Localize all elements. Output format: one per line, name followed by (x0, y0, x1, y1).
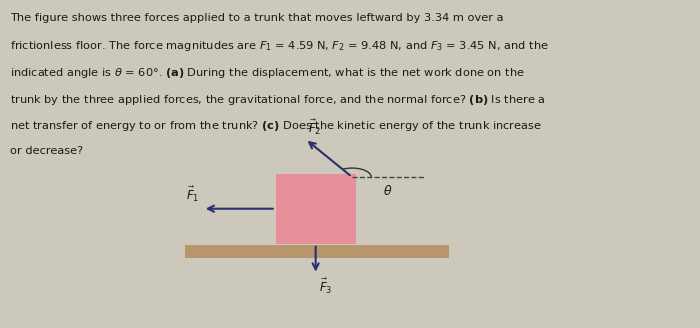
Text: indicated angle is $\theta$ = 60°. $\mathbf{(a)}$ During the displacement, what : indicated angle is $\theta$ = 60°. $\mat… (10, 66, 524, 80)
Text: $\vec{F}_3$: $\vec{F}_3$ (319, 277, 332, 296)
Text: frictionless floor. The force magnitudes are $F_1$ = 4.59 N, $F_2$ = 9.48 N, and: frictionless floor. The force magnitudes… (10, 39, 548, 53)
Text: The figure shows three forces applied to a trunk that moves leftward by 3.34 m o: The figure shows three forces applied to… (10, 13, 503, 23)
Text: net transfer of energy to or from the trunk? $\mathbf{(c)}$ Does the kinetic ene: net transfer of energy to or from the tr… (10, 119, 542, 133)
Text: $\vec{F}_2$: $\vec{F}_2$ (308, 118, 321, 137)
Text: trunk by the three applied forces, the gravitational force, and the normal force: trunk by the three applied forces, the g… (10, 93, 545, 107)
Text: or decrease?: or decrease? (10, 146, 83, 156)
Text: $\vec{F}_1$: $\vec{F}_1$ (186, 185, 200, 204)
Bar (186, 245, 449, 258)
Bar (276, 174, 356, 244)
Text: $\theta$: $\theta$ (384, 183, 393, 197)
